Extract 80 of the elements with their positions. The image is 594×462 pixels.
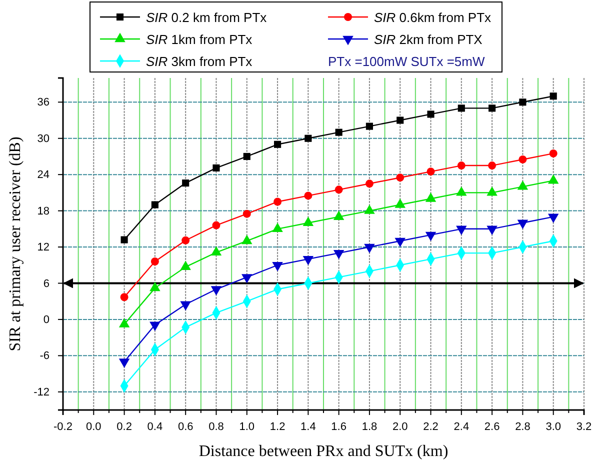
point xyxy=(396,116,404,124)
point xyxy=(304,134,312,142)
point xyxy=(304,192,312,200)
x-tick-label: 2.8 xyxy=(515,421,530,434)
point xyxy=(488,104,496,112)
x-tick-label: 1.2 xyxy=(270,421,286,434)
y-tick-label: 24 xyxy=(37,169,50,182)
point xyxy=(150,258,159,266)
point xyxy=(242,210,251,218)
point xyxy=(488,162,496,170)
x-axis-title: Distance between PRx and SUTx (km) xyxy=(198,443,448,460)
x-tick-label: 0.4 xyxy=(147,421,163,434)
point xyxy=(182,236,190,244)
y-tick-label: 6 xyxy=(43,278,50,290)
point xyxy=(550,92,557,100)
point xyxy=(182,179,190,187)
legend-label: SIR 0.2 km from PTx xyxy=(146,10,268,25)
point xyxy=(456,226,467,236)
x-tick-label: 1.4 xyxy=(300,421,316,434)
y-tick-label: 18 xyxy=(37,205,50,218)
point xyxy=(334,186,343,194)
y-tick-label: 12 xyxy=(37,242,50,254)
point xyxy=(426,168,435,176)
point xyxy=(365,180,374,188)
point xyxy=(458,104,465,112)
x-tick-label: 1.8 xyxy=(362,421,378,434)
y-tick-label: 36 xyxy=(37,96,50,109)
point xyxy=(120,236,128,244)
point xyxy=(486,226,498,236)
point xyxy=(150,322,160,332)
point xyxy=(302,256,314,266)
y-tick-label: -6 xyxy=(40,350,50,362)
point xyxy=(396,174,404,182)
y-tick-label: 0 xyxy=(43,314,50,326)
x-tick-label: 1.0 xyxy=(239,421,255,434)
x-tick-label: 0.2 xyxy=(116,421,132,434)
x-tick-label: 2.0 xyxy=(392,421,408,434)
x-tick-label: 0.8 xyxy=(208,421,224,434)
point xyxy=(518,156,527,164)
point xyxy=(120,293,128,302)
point xyxy=(274,198,282,206)
point xyxy=(243,152,250,160)
point xyxy=(457,162,466,170)
text: PTx =100mW SUTx =5mW xyxy=(328,54,486,69)
point xyxy=(364,244,375,254)
point xyxy=(118,358,130,368)
x-tick-label: 0.0 xyxy=(86,421,102,434)
point xyxy=(333,250,344,260)
x-tick-label: 2.4 xyxy=(454,421,470,434)
point xyxy=(151,201,158,208)
y-tick-label: -12 xyxy=(34,386,50,398)
legend-label: SIR 1km from PTx xyxy=(146,32,253,47)
point xyxy=(519,98,526,106)
point xyxy=(394,238,406,248)
x-tick-label: 3.0 xyxy=(546,421,561,434)
legend-label: SIR 0.6km from PTx xyxy=(374,10,492,25)
point xyxy=(427,110,434,118)
legend-label: SIR 3km from PTx xyxy=(146,54,253,69)
point xyxy=(517,220,528,230)
x-tick-label: 2.2 xyxy=(423,421,438,434)
point xyxy=(425,232,436,242)
point xyxy=(274,140,282,148)
point xyxy=(335,128,342,136)
x-tick-label: 1.6 xyxy=(331,421,346,434)
x-tick-label: 0.6 xyxy=(178,421,194,434)
point xyxy=(549,149,558,158)
point xyxy=(242,274,252,284)
point xyxy=(212,221,220,230)
y-axis-title: SIR at primary user receiver (dB) xyxy=(7,136,24,352)
point xyxy=(366,122,374,130)
x-tick-label: -0.2 xyxy=(54,421,72,434)
x-tick-label: 3.2 xyxy=(576,421,592,434)
point xyxy=(212,164,220,172)
x-tick-label: 2.6 xyxy=(484,421,500,434)
point xyxy=(210,286,222,296)
point xyxy=(272,262,283,272)
legend-label: SIR 2km from PTX xyxy=(374,32,483,47)
point xyxy=(548,214,559,224)
point xyxy=(180,301,191,311)
y-tick-label: 30 xyxy=(37,132,50,145)
